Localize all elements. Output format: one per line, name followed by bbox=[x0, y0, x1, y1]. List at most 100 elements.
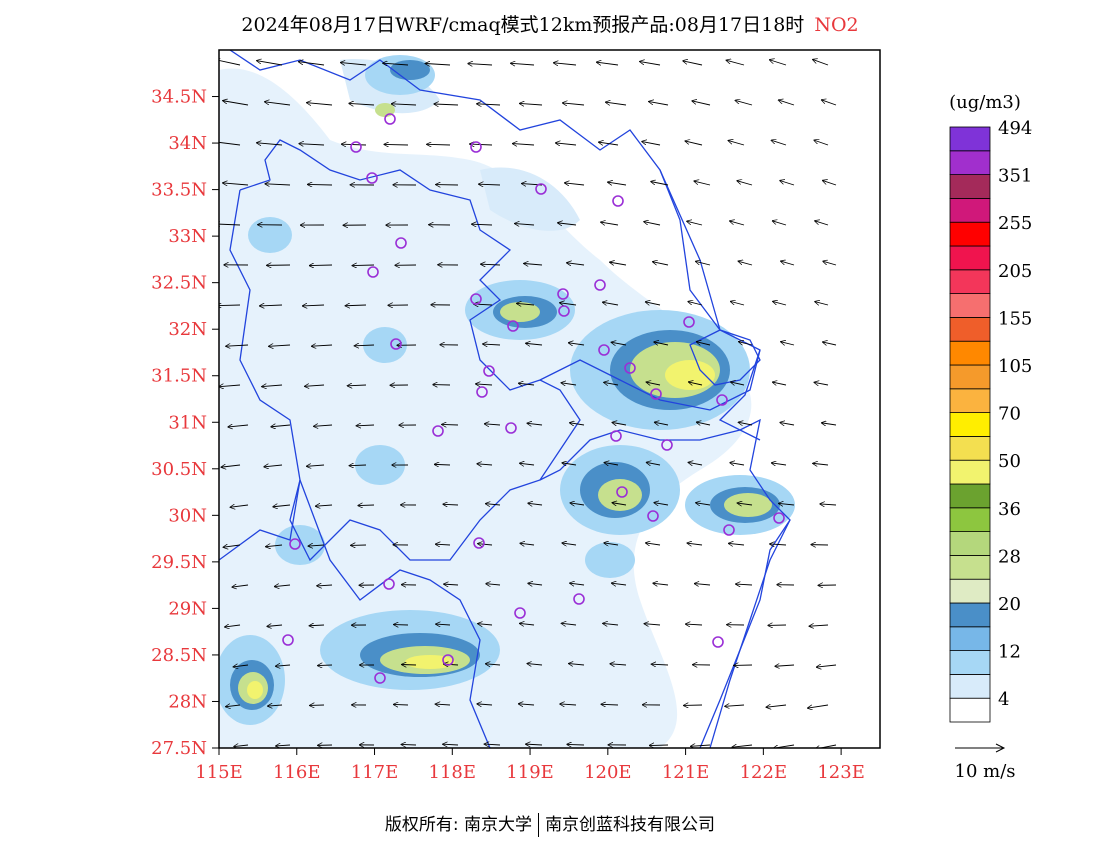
wind-vector bbox=[528, 503, 543, 505]
colorbar-swatch bbox=[949, 316, 991, 342]
wind-vector bbox=[696, 503, 711, 505]
colorbar-swatch bbox=[949, 364, 991, 390]
wind-vector bbox=[685, 141, 703, 146]
wind-vector bbox=[520, 463, 535, 465]
colorbar-unit: (ug/m3) bbox=[949, 92, 1021, 113]
wind-vector bbox=[394, 704, 409, 705]
lat-tick-label: 28N bbox=[168, 691, 207, 712]
wind-vector bbox=[689, 462, 703, 465]
wind-vector bbox=[823, 181, 837, 186]
province-boundary-jiangsu bbox=[229, 50, 761, 411]
lon-tick-label: 120E bbox=[584, 762, 632, 783]
wind-vector bbox=[739, 342, 753, 345]
wind-vector bbox=[342, 144, 367, 145]
wind-vector bbox=[822, 423, 837, 425]
wind-vector bbox=[654, 342, 669, 345]
wind-vector bbox=[257, 143, 283, 145]
wind-vector bbox=[653, 583, 669, 585]
lat-tick-label: 31N bbox=[168, 412, 207, 433]
wind-vector bbox=[691, 745, 711, 746]
monitoring-station-marker bbox=[476, 386, 488, 398]
wind-vector bbox=[567, 744, 585, 745]
wind-vector bbox=[604, 382, 619, 385]
wind-vector bbox=[610, 664, 627, 665]
wind-vector bbox=[436, 704, 451, 705]
lon-tick-label: 117E bbox=[351, 762, 399, 783]
wind-vector bbox=[266, 545, 283, 547]
wind-vector bbox=[817, 665, 837, 667]
colorbar-tick-label: 28 bbox=[998, 546, 1021, 567]
wind-vector bbox=[560, 303, 577, 305]
colorbar-swatch bbox=[949, 435, 991, 461]
wind-vector bbox=[231, 505, 249, 507]
wind-vector bbox=[318, 665, 333, 666]
wind-vector bbox=[815, 744, 837, 748]
wind-vector bbox=[436, 624, 451, 625]
company-text: 南京创蓝科技有限公司 bbox=[545, 815, 716, 835]
wind-vector bbox=[483, 344, 501, 345]
wind-vector bbox=[443, 744, 459, 745]
wind-vector bbox=[688, 302, 703, 306]
monitoring-station-marker bbox=[282, 634, 294, 646]
province-boundary-anhui bbox=[229, 189, 581, 562]
wind-vector bbox=[269, 345, 291, 346]
wind-vector bbox=[729, 543, 745, 545]
monitoring-station-marker bbox=[558, 305, 570, 317]
lat-tick-label: 32.5N bbox=[151, 273, 207, 294]
wind-vector bbox=[823, 342, 837, 345]
wind-vector bbox=[645, 624, 661, 625]
wind-vector bbox=[223, 183, 249, 185]
wind-vector bbox=[560, 704, 577, 705]
wind-vector bbox=[435, 464, 451, 465]
lon-tick-label: 122E bbox=[740, 762, 788, 783]
wind-vector bbox=[601, 704, 619, 705]
wind-vector bbox=[317, 585, 333, 586]
map-frame bbox=[218, 49, 881, 749]
wind-vector bbox=[275, 585, 291, 587]
colorbar-swatch bbox=[949, 245, 991, 271]
lat-tick-label: 27.5N bbox=[151, 738, 207, 759]
wind-vector bbox=[612, 583, 627, 585]
copyright-text: 版权所有: 南京大学 bbox=[384, 815, 533, 835]
lat-tick-label: 30.5N bbox=[151, 459, 207, 480]
colorbar-swatch bbox=[949, 697, 991, 723]
lat-tick-label: 32N bbox=[168, 319, 207, 340]
monitoring-station-marker bbox=[594, 279, 606, 291]
wind-vector bbox=[234, 665, 249, 667]
wind-vector bbox=[562, 543, 577, 545]
wind-vector bbox=[352, 265, 375, 266]
monitoring-station-marker bbox=[374, 672, 386, 684]
wind-vector bbox=[314, 425, 333, 426]
wind-vector bbox=[813, 60, 829, 66]
colorbar-tick-label: 105 bbox=[998, 356, 1032, 377]
wind-vector bbox=[567, 263, 585, 265]
wind-vector bbox=[739, 261, 753, 266]
wind-vector bbox=[814, 382, 829, 385]
monitoring-station-marker bbox=[514, 607, 526, 619]
wind-vector bbox=[341, 63, 367, 65]
wind-vector bbox=[823, 261, 837, 266]
wind-vector bbox=[476, 384, 493, 385]
colorbar-tick-label: 155 bbox=[998, 308, 1032, 329]
wind-vector bbox=[515, 224, 535, 225]
lat-tick-label: 28.5N bbox=[151, 645, 207, 666]
wind-vector bbox=[697, 342, 711, 345]
colorbar-swatch bbox=[949, 555, 991, 580]
colorbar-swatch bbox=[949, 412, 991, 437]
colorbar-tick-label: 12 bbox=[998, 642, 1021, 663]
wind-vector bbox=[781, 342, 795, 345]
wind-vector bbox=[219, 385, 241, 387]
wind-vector bbox=[273, 505, 291, 507]
wind-vector bbox=[307, 465, 325, 466]
wind-vector bbox=[599, 142, 619, 145]
monitoring-station-marker bbox=[535, 183, 547, 195]
wind-vector bbox=[597, 62, 619, 65]
title-main: 2024年08月17日WRF/cmaq模式12km预报产品:08月17日18时 bbox=[241, 14, 805, 36]
wind-vector bbox=[554, 63, 577, 65]
wind-vector bbox=[481, 264, 501, 265]
wind-vector bbox=[653, 262, 669, 266]
wind-vector bbox=[822, 100, 837, 106]
wind-vector bbox=[646, 543, 661, 545]
wind-vector bbox=[779, 100, 795, 106]
wind-vector bbox=[310, 625, 325, 626]
